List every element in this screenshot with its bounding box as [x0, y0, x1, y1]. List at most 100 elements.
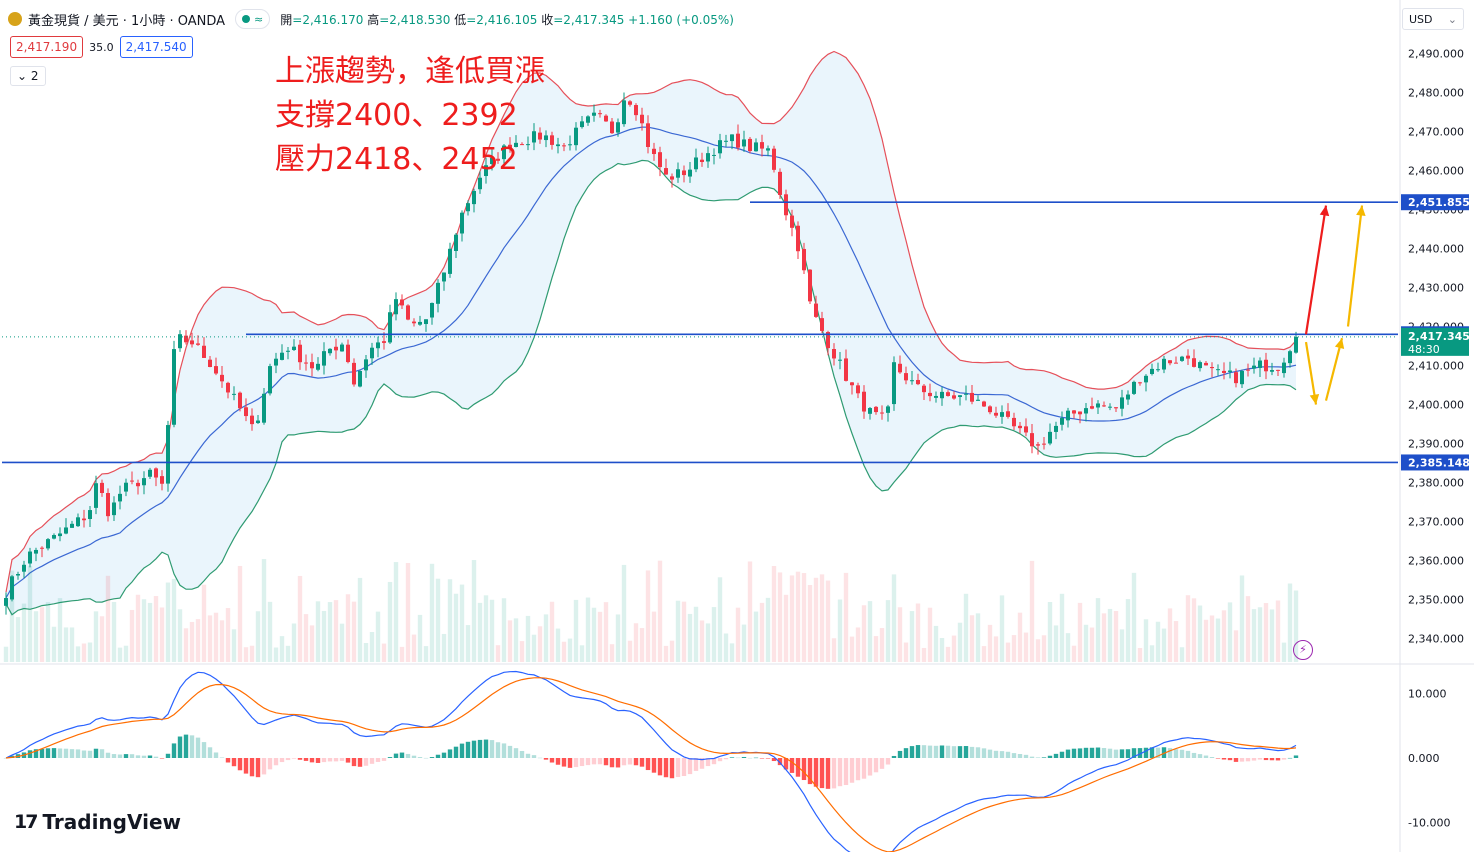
- volume-bar: [975, 613, 981, 662]
- price-axis[interactable]: 2,340.000 2,350.000 2,360.000 2,370.000 2,38…: [1399, 0, 1470, 852]
- candle-body: [1024, 426, 1028, 433]
- candle-body: [202, 345, 206, 358]
- horizontal-lines[interactable]: [2, 201, 1398, 464]
- volume-bar: [1113, 610, 1119, 662]
- symbol-title[interactable]: 黃金現貨 / 美元 · 1小時 · OANDA: [28, 13, 226, 29]
- candle-body: [544, 135, 548, 141]
- gold-coin-icon: [8, 12, 22, 26]
- volume-bar: [999, 595, 1005, 662]
- macd-histogram-bar: [1059, 751, 1065, 758]
- volume-bar: [51, 626, 57, 662]
- volume-bar: [681, 601, 687, 662]
- macd-tick-label: -10.000: [1408, 816, 1450, 829]
- candle-body: [406, 305, 410, 320]
- candle-body: [700, 159, 704, 163]
- order-row: 2,417.190 35.0 2,417.540: [10, 36, 193, 58]
- macd-histogram-bar: [135, 755, 141, 758]
- candle-body: [58, 533, 62, 537]
- candle-body: [730, 134, 734, 142]
- candle-body: [1162, 358, 1166, 370]
- volume-bar: [1239, 575, 1245, 662]
- volume-bar: [1053, 625, 1059, 662]
- candle-body: [358, 370, 362, 387]
- macd-histogram-bar: [897, 750, 903, 758]
- candle-body: [892, 362, 896, 405]
- candle-body: [214, 366, 218, 374]
- volume-bar: [993, 636, 999, 662]
- price-label: 2,451.855: [1408, 196, 1470, 209]
- volume-bar: [735, 607, 741, 662]
- volume-bar: [285, 645, 291, 662]
- volume-bar: [129, 609, 135, 662]
- volume-bar: [363, 642, 369, 662]
- volume-bar: [261, 559, 267, 662]
- bb-fill: [6, 51, 1296, 615]
- flash-icon[interactable]: ⚡: [1293, 640, 1313, 660]
- volume-bar: [621, 564, 627, 662]
- volume-bar: [105, 575, 111, 662]
- macd-histogram-bar: [969, 746, 975, 758]
- tradingview-logo[interactable]: 17 TradingView: [14, 810, 181, 834]
- macd-histogram-bar: [915, 745, 921, 758]
- volume-bar: [627, 640, 633, 662]
- volume-bar: [309, 625, 315, 662]
- candle-body: [1204, 362, 1208, 366]
- macd-histogram-bar: [717, 758, 723, 762]
- volume-bar: [1029, 560, 1035, 662]
- volume-bar: [687, 613, 693, 662]
- candle-body: [664, 168, 668, 175]
- currency-selector[interactable]: USD ⌄: [1402, 8, 1464, 30]
- macd-histogram-bar: [765, 758, 771, 759]
- volume-bar: [1161, 628, 1167, 662]
- macd-histogram-bar: [681, 758, 687, 777]
- status-dot-icon: [242, 15, 251, 23]
- sell-button[interactable]: 2,417.190: [10, 36, 84, 58]
- volume-bar: [1293, 590, 1299, 662]
- macd-histogram-bar: [591, 758, 597, 765]
- chevron-down-icon: ⌄: [17, 69, 28, 83]
- macd-histogram-bar: [333, 758, 339, 762]
- volume-bar: [789, 575, 795, 662]
- volume-bar: [159, 607, 165, 662]
- macd-histogram-bar: [1041, 757, 1047, 758]
- candle-body: [754, 142, 758, 152]
- buy-button[interactable]: 2,417.540: [119, 36, 193, 58]
- candle-body: [928, 392, 932, 397]
- macd-histogram-bar: [903, 748, 909, 758]
- macd-histogram-bar: [1251, 758, 1257, 761]
- candle-body: [1156, 369, 1160, 371]
- macd-histogram-bar: [561, 758, 567, 767]
- volume-bar: [1227, 602, 1233, 662]
- macd-histogram-bar: [1185, 750, 1191, 758]
- volume-bar: [513, 618, 519, 662]
- macd-histogram-bar: [645, 758, 651, 771]
- candle-body: [586, 116, 590, 123]
- volume-bar: [45, 602, 51, 662]
- macd-histogram-bar: [909, 746, 915, 758]
- candle-body: [130, 480, 134, 482]
- macd-histogram-bar: [651, 758, 657, 773]
- volume-bar: [567, 638, 573, 662]
- volume-bar: [921, 647, 927, 662]
- macd-histogram-bar: [1035, 757, 1041, 758]
- candle-body: [1114, 407, 1118, 409]
- macd-histogram-bar: [1029, 756, 1035, 758]
- candle-body: [694, 157, 698, 170]
- candle-body: [160, 476, 164, 484]
- volume-bar: [411, 634, 417, 662]
- candle-body: [232, 393, 236, 395]
- symbol-header[interactable]: 黃金現貨 / 美元 · 1小時 · OANDA ≈ 開=2,416.170 高=…: [8, 8, 734, 30]
- macd-histogram-bar: [867, 758, 873, 776]
- countdown-label: 48:30: [1408, 343, 1440, 356]
- candle-body: [1258, 360, 1262, 368]
- macd-histogram-bar: [633, 758, 639, 766]
- indicator-toggle[interactable]: ⌄ 2: [10, 66, 46, 86]
- volume-bar: [1047, 601, 1053, 662]
- signal-line: [5, 677, 1297, 852]
- volume-bar: [945, 646, 951, 662]
- candle-body: [784, 194, 788, 216]
- volume-bar: [399, 646, 405, 662]
- volume-bar: [915, 603, 921, 662]
- market-status-pill[interactable]: ≈: [235, 9, 271, 29]
